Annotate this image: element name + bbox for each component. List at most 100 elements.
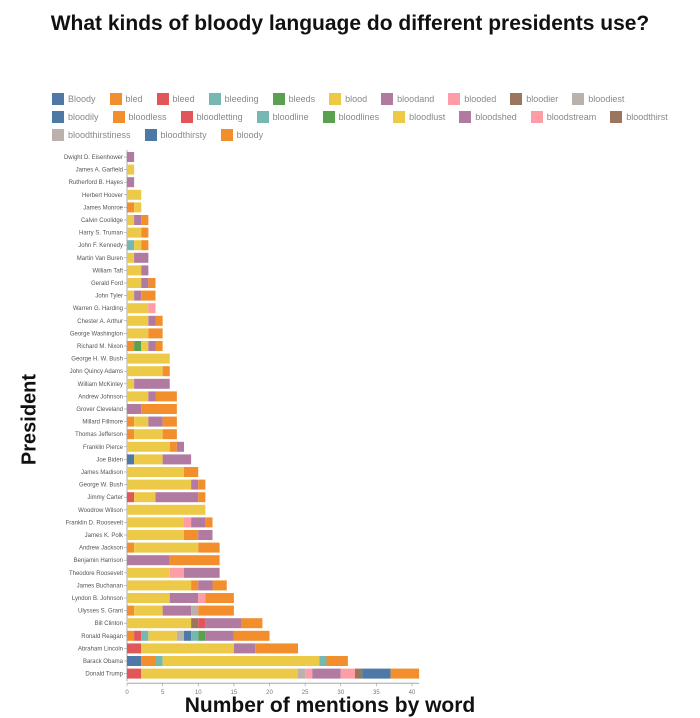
bar-segment-blood[interactable]: Franklin D. Roosevelt — blood: 8 [127, 517, 184, 528]
bar-segment-blood[interactable]: Warren G. Harding — blood: 3 [127, 303, 149, 314]
bar-segment-bloody[interactable]: James Buchanan — bloody: 1 [191, 580, 199, 591]
legend-item-bloodletting[interactable]: bloodletting [180, 111, 243, 124]
bar-segment-bloodand[interactable]: Calvin Coolidge — bloodand: 1 [134, 215, 142, 225]
bar-segment-bloodand[interactable]: Richard M. Nixon — bloodand: 1 [148, 341, 156, 351]
bar-segment-blood[interactable]: Barack Obama — blood: 22 [162, 656, 320, 666]
bar-segment-bled[interactable]: Richard M. Nixon — bled: 1 [127, 341, 135, 351]
bar-segment-bloodily[interactable]: Ronald Reagan — bloodily: 1 [184, 630, 192, 641]
bar-segment-bled[interactable]: James Monroe — bled: 1 [127, 202, 135, 213]
legend-item-bloody[interactable]: bloody [220, 129, 263, 142]
bar-segment-bloodand[interactable]: Franklin Pierce — bloodand: 1 [176, 441, 184, 452]
bar-segment-bloodthirsty[interactable]: Donald Trump — bloodthirsty: 4 [362, 668, 391, 679]
bar-segment-blood[interactable]: George Washington — blood: 3 [127, 328, 149, 339]
bar-segment-blood[interactable]: Thomas Jefferson — blood: 4 [134, 429, 163, 440]
bar-segment-blooded[interactable]: Warren G. Harding — blooded: 1 [148, 303, 156, 314]
bar-segment-blood[interactable]: Abraham Lincoln — blood: 13 [141, 643, 234, 654]
bar-segment-bloodand[interactable]: Ulysses S. Grant — bloodand: 4 [162, 605, 192, 616]
bar-segment-bloody[interactable]: John Tyler — bloody: 2 [141, 290, 156, 301]
legend-item-bloodshed[interactable]: bloodshed [459, 111, 517, 124]
legend-item-bleeds[interactable]: bleeds [272, 93, 315, 106]
bar-segment-bloodand[interactable]: Dwight D. Eisenhower — bloodand: 1 [127, 152, 135, 162]
bar-segment-bloodand[interactable]: James Buchanan — bloodand: 2 [198, 580, 213, 591]
bar-segment-bleed[interactable]: Donald Trump — bleed: 2 [127, 668, 142, 679]
bar-segment-bloodand[interactable]: Andrew Johnson — bloodand: 1 [148, 391, 156, 402]
bar-segment-blood[interactable]: James K. Polk — blood: 8 [127, 530, 184, 540]
bar-segment-bloody[interactable]: John Quincy Adams — bloody: 1 [162, 366, 170, 377]
legend-item-bloodiest[interactable]: bloodiest [572, 93, 624, 106]
bar-segment-blood[interactable]: George W. Bush — blood: 9 [127, 479, 192, 490]
bar-segment-bloody[interactable]: James Buchanan — bloody: 2 [212, 580, 227, 591]
bar-segment-bled[interactable]: Barack Obama — bled: 2 [141, 656, 156, 666]
bar-segment-blood[interactable]: William Taft — blood: 2 [127, 265, 142, 276]
bar-segment-bled[interactable]: Millard Fillmore — bled: 1 [127, 416, 135, 427]
bar-segment-bloodand[interactable]: Grover Cleveland — bloodand: 2 [127, 404, 142, 414]
bar-segment-bloodand[interactable]: Bill Clinton — bloodand: 5 [205, 618, 241, 629]
bar-segment-bleed[interactable]: Jimmy Carter — bleed: 1 [127, 492, 135, 503]
bar-segment-bloodand[interactable]: George W. Bush — bloodand: 1 [191, 479, 199, 490]
legend-item-bled[interactable]: bled [109, 93, 143, 106]
bar-segment-bloody[interactable]: Bill Clinton — bloody: 3 [241, 618, 263, 629]
bar-segment-bloodthirst[interactable]: Donald Trump — bloodthirst: 1 [355, 668, 363, 679]
bar-segment-bloody[interactable]: James Madison — bloody: 2 [184, 467, 199, 477]
bar-segment-bloodand[interactable]: Franklin D. Roosevelt — bloodand: 2 [191, 517, 206, 528]
bar-segment-bloodand[interactable]: Gerald Ford — bloodand: 1 [141, 278, 149, 288]
legend-item-bloody[interactable]: Bloody [52, 93, 96, 106]
bar-segment-bloodshed[interactable]: Ronald Reagan — bloodshed: 4 [205, 630, 234, 641]
bar-segment-blood[interactable]: Andrew Jackson — blood: 9 [134, 542, 199, 553]
bar-segment-blood[interactable]: James A. Garfield — blood: 1 [127, 164, 135, 175]
bar-segment-bloodand[interactable]: Chester A. Arthur — bloodand: 1 [148, 315, 156, 326]
bar-segment-bloody[interactable]: Ronald Reagan — bloody: 5 [233, 630, 270, 641]
bar-segment-blood[interactable]: Calvin Coolidge — blood: 1 [127, 215, 135, 225]
bar-segment-blood[interactable]: James Monroe — blood: 1 [134, 202, 142, 213]
bar-segment-bloodiest[interactable]: Donald Trump — bloodiest: 1 [298, 668, 306, 679]
bar-segment-bleed[interactable]: Abraham Lincoln — bleed: 2 [127, 643, 142, 654]
bar-segment-bloody[interactable]: Benjamin Harrison — bloody: 7 [169, 555, 220, 566]
bar-segment-bloody[interactable]: Franklin Pierce — bloody: 1 [169, 441, 177, 452]
bar-segment-blood[interactable]: William McKinley — blood: 1 [127, 378, 135, 389]
legend-item-blooded[interactable]: blooded [448, 93, 496, 106]
bar-segment-bloody[interactable]: Andrew Jackson — bloody: 3 [198, 542, 220, 553]
bar-segment-blood[interactable]: Woodrow Wilson — blood: 11 [127, 504, 206, 515]
legend-item-bloodthirsty[interactable]: bloodthirsty [144, 129, 207, 142]
bar-segment-blooded[interactable]: Franklin D. Roosevelt — blooded: 1 [184, 517, 192, 528]
legend-item-bloodier[interactable]: bloodier [510, 93, 558, 106]
bar-segment-bloodand[interactable]: Rutherford B. Hayes — bloodand: 1 [127, 177, 135, 188]
bar-segment-bloodiest[interactable]: Ronald Reagan — bloodiest: 1 [176, 630, 184, 641]
bar-segment-blood[interactable]: James Madison — blood: 8 [127, 467, 184, 477]
bar-segment-bloody[interactable]: Chester A. Arthur — bloody: 1 [155, 315, 163, 326]
legend-item-bloodless[interactable]: bloodless [112, 111, 167, 124]
bar-segment-bloodand[interactable]: Millard Fillmore — bloodand: 2 [148, 416, 163, 427]
bar-segment-bloody[interactable]: Abraham Lincoln — bloody: 6 [255, 643, 298, 654]
bar-segment-bloody[interactable]: George Washington — bloody: 2 [148, 328, 163, 339]
bar-segment-bloodand[interactable]: Joe Biden — bloodand: 4 [162, 454, 192, 465]
bar-segment-blood[interactable]: Joe Biden — blood: 4 [134, 454, 163, 465]
bar-segment-bloodand[interactable]: James K. Polk — bloodand: 2 [198, 530, 213, 540]
bar-segment-bled[interactable]: Thomas Jefferson — bled: 1 [127, 429, 135, 440]
bar-segment-bleeds[interactable]: Richard M. Nixon — bleeds: 1 [134, 341, 142, 351]
bar-segment-blood[interactable]: Herbert Hoover — blood: 2 [127, 189, 142, 200]
bar-segment-bloodier[interactable]: Bill Clinton — bloodier: 1 [191, 618, 199, 629]
bar-segment-blood[interactable]: John Tyler — blood: 1 [127, 290, 135, 301]
bar-segment-blood[interactable]: Ronald Reagan — blood: 4 [148, 630, 177, 641]
bar-segment-bled[interactable]: Ulysses S. Grant — bled: 1 [127, 605, 135, 616]
bar-segment-blood[interactable]: Millard Fillmore — blood: 2 [134, 416, 149, 427]
bar-segment-bloody[interactable]: Calvin Coolidge — bloody: 1 [141, 215, 149, 225]
bar-segment-bloodand[interactable]: Martin Van Buren — bloodand: 2 [134, 252, 149, 263]
bar-segment-blood[interactable]: Richard M. Nixon — blood: 1 [141, 341, 149, 351]
bar-segment-blood[interactable]: Jimmy Carter — blood: 3 [134, 492, 156, 503]
bar-segment-bloody[interactable]: Donald Trump — bloody: 4 [390, 668, 420, 679]
bar-segment-bled[interactable]: Andrew Jackson — bled: 1 [127, 542, 135, 553]
bar-segment-bloody[interactable]: Grover Cleveland — bloody: 5 [141, 404, 177, 414]
bar-segment-bloodand[interactable]: Benjamin Harrison — bloodand: 6 [127, 555, 170, 566]
bar-segment-bloodand[interactable]: Theodore Roosevelt — bloodand: 5 [184, 567, 220, 578]
bar-segment-bloodand[interactable]: William Taft — bloodand: 1 [141, 265, 149, 276]
bar-segment-bloodand[interactable]: John Tyler — bloodand: 1 [134, 290, 142, 301]
legend-item-bloodstream[interactable]: bloodstream [530, 111, 596, 124]
bar-segment-bloodand[interactable]: Donald Trump — bloodand: 4 [312, 668, 341, 679]
bar-segment-bloodand[interactable]: Abraham Lincoln — bloodand: 3 [233, 643, 256, 654]
bar-segment-bloody[interactable]: Thomas Jefferson — bloody: 2 [162, 429, 177, 440]
bar-segment-blood[interactable]: James Buchanan — blood: 9 [127, 580, 192, 591]
bar-segment-bloodiest[interactable]: Ulysses S. Grant — bloodiest: 1 [191, 605, 199, 616]
bar-segment-bloodand[interactable]: Lyndon B. Johnson — bloodand: 4 [169, 593, 199, 603]
bar-segment-blood[interactable]: Bill Clinton — blood: 9 [127, 618, 192, 629]
